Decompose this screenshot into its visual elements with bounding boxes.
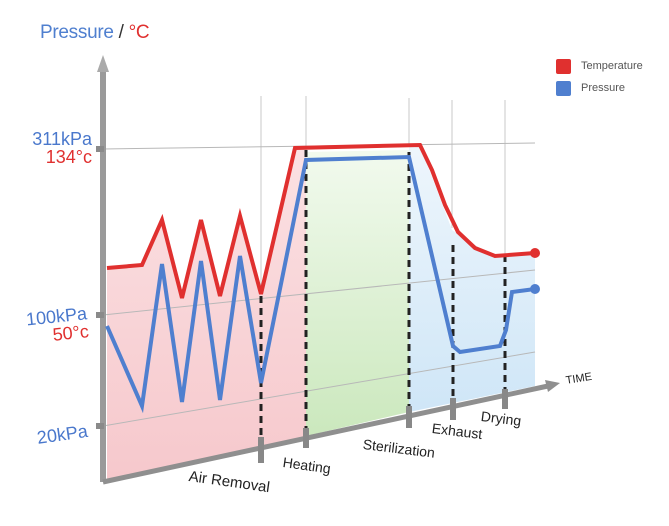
y-tick-311: 311kPa 134°c: [18, 130, 92, 166]
pressure-line: [105, 154, 536, 414]
y-axis-title: Pressure / °C: [40, 22, 150, 44]
vertical-gridlines: [260, 96, 506, 294]
pressure-end-marker: [530, 284, 540, 294]
legend-label: Temperature: [581, 60, 643, 72]
y-axis-title-pressure: Pressure: [40, 22, 114, 43]
heating-sterilization-fill: [306, 150, 409, 436]
legend-item-temperature: Temperature: [556, 55, 643, 77]
x-axis: [102, 380, 560, 485]
temperature-line: [106, 142, 536, 299]
y-tick-temperature: 134°c: [45, 147, 92, 167]
y-tick-100: 100kPa 50°c: [12, 303, 90, 348]
y-axis: [96, 55, 109, 482]
y-axis-arrow: [97, 55, 109, 72]
legend-label: Pressure: [581, 82, 626, 94]
y-tick-pressure: 311kPa: [32, 129, 92, 149]
pressure-swatch-icon: [556, 80, 571, 96]
legend-item-pressure: Pressure: [556, 77, 643, 99]
y-axis-title-temperature: °C: [128, 22, 150, 43]
temperature-end-marker: [530, 248, 540, 258]
temperature-swatch-icon: [556, 58, 571, 74]
legend: Temperature Pressure: [556, 55, 643, 99]
x-axis-arrow: [545, 380, 560, 392]
exhaust-drying-fill: [409, 145, 535, 412]
y-axis-title-separator: /: [118, 22, 124, 43]
phase-dividers: [259, 150, 507, 440]
